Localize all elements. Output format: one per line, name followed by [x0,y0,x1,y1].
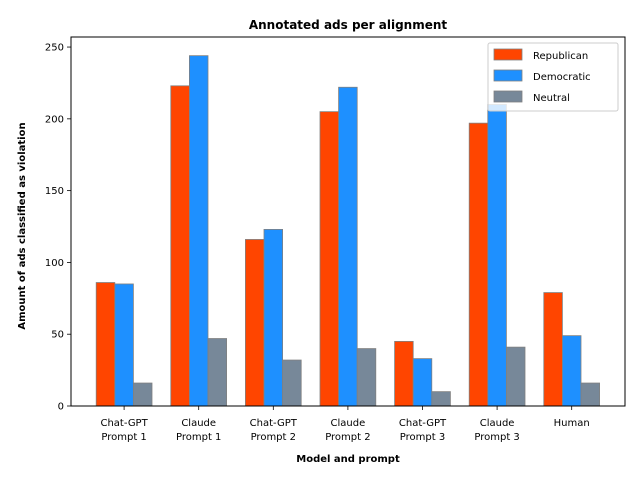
bar-republican-4 [319,111,340,407]
x-tick-label: Prompt 1 [176,432,221,443]
y-tick-label: 250 [45,43,64,54]
x-tick-label: Prompt 2 [325,432,370,443]
bar-neutral-3 [282,359,302,407]
legend-label-republican: Republican [533,51,588,62]
bars [95,55,601,407]
bar-democratic-7 [562,335,582,407]
legend-swatch-democratic [493,69,523,82]
plot-frame [70,36,626,407]
y-axis: 0 50 100 150 200 250 [45,43,71,413]
bar-republican-7 [543,292,563,407]
bar-republican-5 [394,340,414,407]
y-tick-label: 100 [45,258,64,269]
x-tick-label: Prompt 1 [101,432,146,443]
x-tick-label: Prompt 3 [474,432,519,443]
bar-democratic-3 [263,228,284,407]
y-axis-label: Amount of ads classified as violation [17,122,28,329]
chart-title: Annotated ads per alignment [249,18,448,32]
bar-democratic-1 [114,283,134,407]
x-tick-label: Chat-GPT [399,418,447,429]
bar-democratic-4 [338,86,358,407]
x-tick-label: Human [554,418,590,429]
bar-neutral-4 [356,348,377,407]
x-tick-label: Chat-GPT [250,418,298,429]
legend: Republican Democratic Neutral [487,42,619,112]
bar-republican-2 [170,85,190,407]
x-axis-label: Model and prompt [296,454,400,465]
bar-neutral-1 [132,382,153,407]
y-tick-label: 50 [51,330,64,341]
x-axis: Chat-GPT Prompt 1 Claude Prompt 1 Chat-GPT Pr… [100,406,590,443]
bar-neutral-6 [505,346,526,407]
bar-neutral-5 [431,391,451,407]
x-tick-label: Prompt 3 [400,432,445,443]
legend-label-neutral: Neutral [533,93,570,104]
bar-democratic-2 [188,55,209,407]
legend-swatch-republican [493,48,523,61]
y-tick-label: 150 [45,186,64,197]
bar-democratic-6 [487,104,507,407]
bar-democratic-5 [412,358,433,407]
legend-swatch-neutral [493,90,523,103]
bar-neutral-7 [580,382,601,407]
x-tick-label: Claude [331,418,366,429]
x-tick-label: Claude [181,418,216,429]
bar-republican-6 [468,122,489,407]
x-tick-label: Claude [480,418,515,429]
bar-neutral-2 [207,338,228,407]
x-tick-label: Prompt 2 [251,432,296,443]
y-tick-label: 0 [58,402,64,413]
bar-republican-3 [244,239,265,407]
legend-label-democratic: Democratic [533,72,591,83]
y-tick-label: 200 [45,114,64,125]
bar-republican-1 [95,282,116,407]
x-tick-label: Chat-GPT [100,418,148,429]
